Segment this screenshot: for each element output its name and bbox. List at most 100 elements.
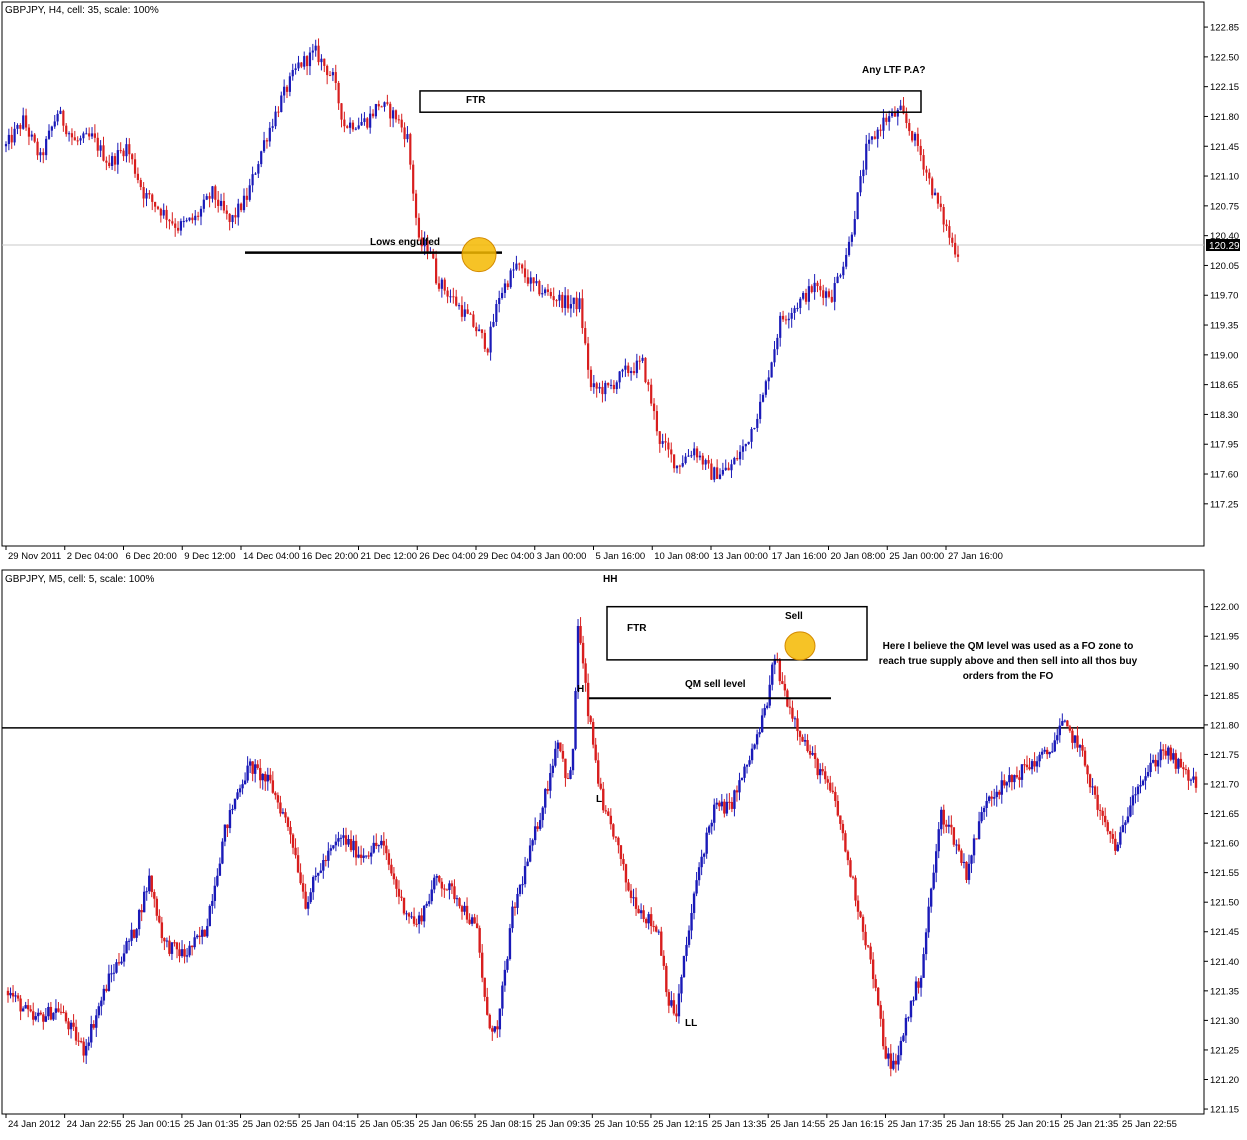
h4-candle-body (822, 290, 825, 298)
m5-candle-body (950, 824, 953, 828)
m5-candle-body (907, 1017, 910, 1019)
h4-candle-body (604, 382, 607, 395)
h4-candle-body (776, 337, 779, 350)
m5-candle-body (395, 879, 398, 889)
h4-candle-body (397, 119, 400, 121)
m5-candle-body (695, 880, 698, 894)
h4-candle-body (956, 254, 960, 257)
m5-candle-body (1119, 832, 1122, 845)
h4-ftr-zone-box (419, 90, 922, 113)
m5-candle-body (818, 769, 822, 776)
m5-candle-body (622, 859, 625, 865)
h4-candle-body (191, 217, 194, 221)
m5-candle-body (1129, 805, 1132, 817)
m5-candle-body (700, 856, 703, 868)
h4-candle-body (885, 117, 888, 122)
h4-candle-body (922, 155, 925, 170)
h4-candle-body (558, 294, 561, 301)
m5-candle-body (614, 836, 618, 838)
h4-candle-body (948, 226, 951, 238)
h4-lows-engulfed-label: Lows engulfed (370, 237, 440, 248)
h4-candle-body (549, 291, 552, 297)
h4-candle-body (512, 269, 515, 271)
m5-candle-body (919, 977, 923, 988)
m5-candle-body (841, 823, 845, 834)
m5-candle-body (1124, 822, 1127, 826)
h4-candle-body (432, 251, 435, 259)
m5-candle-body (945, 824, 948, 827)
m5-candle-body (791, 707, 794, 719)
m5-candle-body (536, 826, 539, 829)
m5-candle-body (1008, 775, 1011, 783)
h4-candle-body (538, 281, 541, 295)
h4-candle-body (283, 86, 286, 96)
m5-x-tick-label: 25 Jan 16:15 (829, 1119, 884, 1130)
m5-candle-body (940, 809, 943, 830)
h4-candle-body (893, 112, 897, 117)
m5-y-tick-label: 121.65 (1210, 809, 1239, 820)
m5-candle-body (750, 748, 754, 761)
h4-y-tick-label: 122.15 (1210, 82, 1239, 93)
h4-candle-body (288, 76, 291, 92)
m5-candle-body (468, 919, 471, 924)
h4-candle-body (317, 45, 320, 63)
h4-candle-body (738, 451, 742, 460)
h4-candle-body (916, 133, 919, 146)
m5-candle-body (463, 905, 466, 912)
m5-candle-body (42, 1014, 45, 1022)
h4-candle-body (500, 292, 504, 299)
m5-candle-body (193, 937, 196, 948)
h4-candle-body (704, 460, 707, 465)
m5-candle-body (314, 875, 317, 878)
m5-note-line-2: reach true supply above and then sell in… (879, 656, 1138, 667)
h4-candle-body (535, 281, 538, 284)
m5-candle-body (902, 1035, 905, 1041)
m5-candle-body (990, 796, 993, 799)
m5-candle-body (829, 782, 832, 791)
h4-candle-body (45, 138, 48, 156)
m5-candle-body (687, 930, 691, 945)
h4-candle-body (222, 200, 226, 211)
h4-candle-body (693, 448, 696, 456)
m5-candle-body (962, 861, 966, 863)
m5-candle-body (662, 955, 665, 966)
m5-candle-body (435, 876, 438, 878)
m5-candle-body (1174, 753, 1178, 769)
m5-candle-body (975, 838, 978, 840)
m5-candle-body (236, 792, 239, 799)
m5-candle-body (879, 1005, 882, 1019)
h4-candle-body (799, 298, 802, 308)
h4-candle-body (690, 455, 693, 457)
m5-x-tick-label: 25 Jan 08:15 (477, 1119, 532, 1130)
h4-candle-body (687, 455, 690, 457)
h4-candle-body (260, 151, 263, 165)
m5-candle-body (342, 835, 345, 838)
h4-engulf-marker (461, 237, 497, 273)
m5-candle-body (556, 742, 560, 749)
m5-candle-body (160, 922, 164, 939)
h4-candle-body (853, 219, 856, 235)
m5-candle-body (54, 1008, 58, 1013)
h4-candle-body (19, 125, 22, 129)
m5-candle-body (274, 792, 277, 796)
h4-candle-body (796, 307, 799, 309)
h4-candle-body (655, 411, 659, 432)
h4-candle-body (618, 371, 621, 383)
m5-candle-body (380, 840, 383, 846)
m5-candle-body (433, 877, 436, 890)
m5-y-tick-label: 121.95 (1210, 632, 1239, 643)
m5-candle-body (697, 867, 701, 881)
m5-candle-body (1035, 761, 1039, 767)
m5-candle-body (876, 987, 880, 1006)
m5-candle-body (14, 995, 17, 997)
h4-candle-body (842, 266, 845, 276)
m5-y-tick-label: 121.80 (1210, 720, 1239, 731)
m5-candle-body (526, 861, 529, 867)
m5-candle-body (150, 875, 153, 893)
m5-candle-body (9, 992, 12, 996)
h4-candle-body (850, 234, 854, 242)
h4-candle-body (449, 296, 452, 298)
m5-candle-body (324, 860, 328, 862)
h4-candle-body (280, 95, 283, 113)
h4-candle-body (779, 315, 782, 338)
